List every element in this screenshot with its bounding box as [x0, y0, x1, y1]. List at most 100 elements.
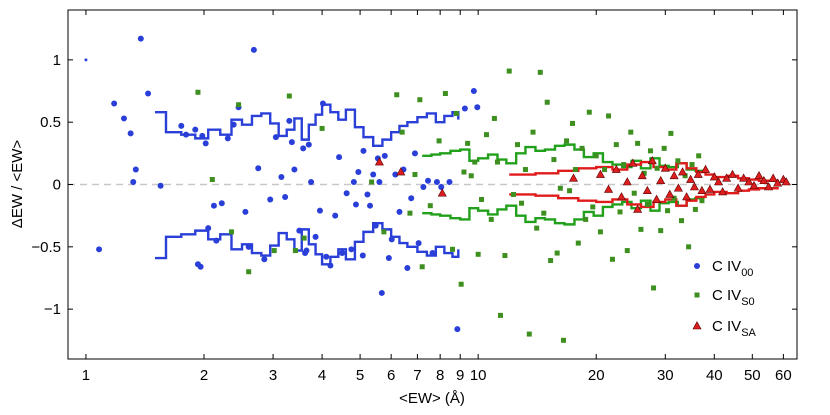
- point-triangle-36: [749, 180, 759, 190]
- point-triangle-22: [686, 174, 696, 183]
- point-circle-79: [446, 179, 453, 186]
- point-square-42: [530, 129, 536, 135]
- point-square-1: [209, 177, 215, 183]
- point-circle-81: [461, 105, 468, 112]
- point-circle-15: [199, 132, 206, 139]
- point-triangle-13: [647, 156, 657, 165]
- point-square-44: [537, 69, 543, 75]
- point-square-60: [590, 204, 596, 210]
- point-square-66: [613, 142, 619, 148]
- point-square-49: [554, 250, 560, 256]
- point-square-91: [699, 198, 705, 204]
- point-triangle-37: [754, 170, 764, 180]
- x-tick-label: 4: [318, 367, 326, 384]
- point-circle-43: [316, 207, 323, 214]
- point-triangle-8: [622, 177, 632, 186]
- point-square-87: [686, 244, 692, 250]
- point-circle-64: [381, 152, 388, 159]
- point-triangle-14: [652, 194, 662, 203]
- point-triangle-1: [396, 167, 406, 176]
- point-square-21: [449, 246, 455, 252]
- point-circle-2: [111, 100, 118, 107]
- point-circle-27: [255, 165, 262, 172]
- point-triangle-24: [693, 169, 703, 178]
- point-square-5: [271, 248, 277, 254]
- point-circle-67: [392, 171, 399, 178]
- point-circle-18: [210, 202, 217, 209]
- point-square-2: [228, 229, 234, 235]
- point-square-33: [494, 159, 500, 165]
- point-square-59: [586, 109, 592, 115]
- point-circle-56: [360, 147, 367, 154]
- point-circle-39: [303, 247, 310, 254]
- point-circle-66: [388, 236, 395, 243]
- point-square-39: [519, 200, 525, 206]
- point-circle-71: [408, 195, 415, 202]
- point-square-54: [570, 120, 576, 126]
- point-square-12: [394, 92, 400, 98]
- point-square-48: [551, 157, 557, 163]
- point-square-52: [564, 138, 570, 144]
- point-circle-53: [352, 201, 359, 208]
- point-square-50: [557, 185, 563, 191]
- point-circle-0: [84, 58, 88, 62]
- point-square-40: [522, 167, 528, 173]
- point-triangle-33: [733, 183, 743, 192]
- point-circle-58: [367, 202, 374, 209]
- point-triangle-18: [669, 170, 679, 180]
- point-square-9: [319, 125, 325, 131]
- point-square-18: [427, 203, 433, 209]
- point-square-85: [679, 218, 685, 224]
- point-square-25: [465, 140, 471, 146]
- point-circle-60: [372, 222, 379, 229]
- x-tick-label: 2: [200, 367, 208, 384]
- point-square-53: [567, 188, 573, 194]
- envelope-0-upper: [155, 103, 460, 148]
- y-tick-label: 0: [53, 177, 61, 194]
- point-square-3: [236, 102, 242, 108]
- point-square-63: [602, 167, 608, 173]
- point-circle-80: [454, 326, 461, 333]
- point-circle-44: [319, 100, 326, 107]
- point-square-45: [541, 210, 547, 216]
- point-square-6: [286, 93, 292, 99]
- point-square-26: [468, 173, 474, 179]
- y-tick-label: −0.5: [31, 239, 61, 256]
- point-square-32: [491, 115, 497, 121]
- point-circle-14: [197, 263, 204, 270]
- point-circle-17: [205, 225, 212, 232]
- point-square-47: [548, 258, 554, 264]
- point-square-64: [606, 113, 612, 119]
- point-circle-48: [336, 154, 343, 161]
- point-triangle-28: [709, 172, 719, 181]
- point-circle-26: [250, 46, 257, 53]
- point-circle-24: [242, 208, 249, 215]
- point-circle-7: [137, 35, 144, 42]
- x-tick-label: 6: [387, 367, 395, 384]
- point-circle-11: [183, 131, 190, 138]
- point-square-68: [621, 162, 627, 168]
- legend-marker-square: [694, 292, 700, 298]
- point-square-73: [638, 226, 644, 232]
- point-circle-30: [272, 134, 279, 141]
- point-square-51: [560, 337, 566, 343]
- point-square-43: [534, 225, 540, 231]
- point-square-16: [417, 97, 423, 103]
- point-triangle-0: [374, 157, 384, 166]
- point-triangle-23: [689, 182, 699, 191]
- point-circle-34: [288, 139, 295, 146]
- point-square-7: [292, 248, 298, 254]
- x-tick-label: 9: [456, 367, 464, 384]
- point-triangle-5: [604, 184, 614, 193]
- point-circle-46: [327, 262, 334, 269]
- point-circle-29: [267, 196, 274, 203]
- legend-entry-s0: C IVS0: [712, 287, 755, 308]
- point-circle-74: [420, 183, 427, 190]
- point-circle-50: [343, 190, 350, 197]
- point-square-17: [419, 264, 425, 270]
- point-circle-45: [323, 253, 330, 260]
- point-circle-3: [120, 115, 127, 122]
- point-triangle-9: [628, 158, 638, 167]
- point-triangle-32: [727, 169, 737, 178]
